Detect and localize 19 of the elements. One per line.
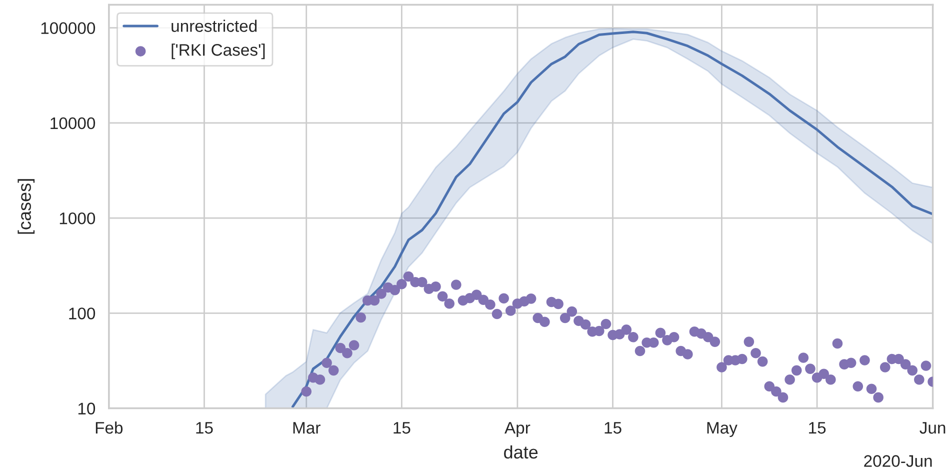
x-axis-title: date	[504, 445, 538, 459]
x-tick-label: 15	[604, 422, 622, 434]
x-tick-label: 15	[809, 422, 826, 434]
legend-label: unrestricted	[172, 20, 257, 32]
y-tick-label: 100	[69, 308, 96, 320]
y-tick-label: 1000	[60, 212, 96, 224]
y-tick-label: 10	[78, 402, 96, 414]
y-tick-label: 10000	[50, 117, 96, 130]
legend-label: ['RKI Cases']	[172, 44, 265, 60]
x-tick-label: Feb	[96, 421, 123, 434]
x-tick-label: May	[707, 422, 738, 438]
y-tick-label: 100000	[41, 22, 96, 34]
y-axis-title: [cases]	[18, 179, 35, 234]
x-tick-label: Mar	[293, 422, 320, 434]
x-tick-label: Apr	[504, 422, 530, 438]
x-tick-label: Jun	[920, 422, 946, 434]
x-tick-label: 15	[394, 422, 410, 434]
x-tick-label: 15	[196, 422, 213, 434]
text: 2020-Jun	[864, 455, 932, 467]
